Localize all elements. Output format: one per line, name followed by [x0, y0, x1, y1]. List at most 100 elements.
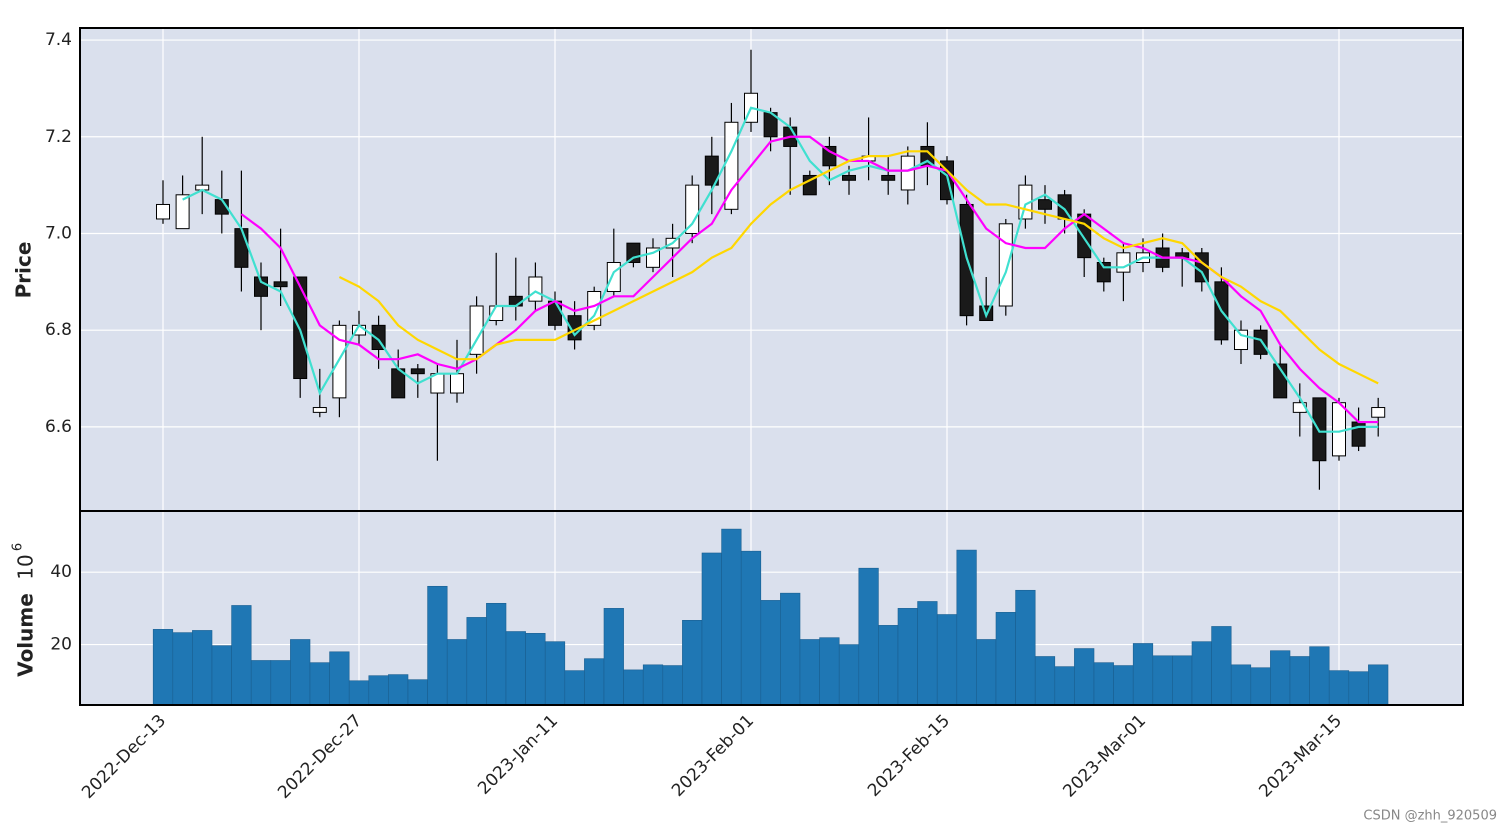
x-tick-label: 2023-Jan-11 [474, 711, 562, 799]
candle-body [1038, 199, 1052, 210]
candle-body [508, 295, 523, 307]
candle-body [626, 242, 641, 263]
volume-bar [995, 612, 1016, 706]
candle-body [156, 203, 170, 220]
candle-body [704, 155, 719, 186]
volume-bar [1015, 589, 1036, 706]
candle-body [1077, 213, 1092, 259]
volume-bar [1034, 656, 1056, 706]
volume-bar [936, 614, 958, 706]
volume-bar [760, 600, 781, 706]
volume-bar [1191, 641, 1212, 706]
volume-bar [1074, 648, 1095, 706]
candle-body [548, 300, 562, 326]
volume-bar [368, 675, 389, 706]
volume-bar [525, 633, 546, 706]
candle-body [1312, 397, 1327, 462]
volume-bar [642, 664, 664, 706]
candle-body [1253, 329, 1268, 355]
volume-bar [388, 674, 409, 706]
x-tick-label: 2023-Feb-15 [864, 711, 954, 801]
volume-bar [1211, 626, 1232, 706]
candle-body [234, 228, 249, 268]
volume-offset-base: 10 [14, 554, 38, 579]
moving-average-line [338, 150, 1379, 385]
volume-bar [211, 645, 232, 706]
candle-body [606, 261, 621, 292]
volume-bar [152, 629, 174, 706]
candle-body [1234, 329, 1248, 351]
candle-body [1371, 407, 1386, 418]
volume-bar [1113, 665, 1134, 706]
x-tick-label: 2023-Feb-01 [668, 711, 758, 801]
volume-bar [348, 680, 370, 706]
volume-bar [466, 617, 487, 706]
volume-bar [172, 632, 193, 706]
volume-bar [1368, 664, 1389, 706]
price-panel [80, 28, 1463, 511]
candle-body [802, 174, 817, 196]
volume-bar [270, 660, 291, 706]
volume-bar [192, 630, 213, 706]
volume-bar [1230, 664, 1252, 706]
candle-body [1116, 252, 1131, 273]
candle-body [410, 368, 425, 375]
volume-bar [662, 665, 683, 706]
watermark: CSDN @zhh_920509 [1363, 809, 1497, 824]
volume-bar [584, 658, 605, 706]
volume-bar [1289, 656, 1310, 706]
candle-body [881, 174, 896, 181]
volume-bar [878, 625, 899, 706]
volume-bar [1152, 655, 1173, 706]
volume-bar [486, 602, 507, 706]
volume-bar [1172, 655, 1193, 706]
volume-bar [917, 601, 938, 706]
y-tick-label: 7.4 [45, 30, 72, 50]
candle-body [1332, 402, 1346, 457]
x-tick-label: 2023-Mar-01 [1059, 711, 1150, 802]
volume-bar [329, 651, 350, 706]
volume-bar [799, 639, 820, 706]
volume-bar [1270, 650, 1291, 706]
y-tick-label: 7.2 [45, 127, 72, 147]
volume-frame [79, 510, 1464, 706]
y-tick-label: 7.0 [45, 223, 72, 243]
volume-bar [446, 639, 468, 706]
volume-bar [427, 585, 448, 706]
volume-bar [1054, 666, 1075, 706]
volume-bar [976, 639, 997, 706]
candle-body [1351, 421, 1366, 447]
candle-body [312, 407, 327, 413]
volume-bar [858, 567, 879, 706]
volume-bar [544, 641, 566, 706]
x-tick-label: 2022-Dec-13 [78, 711, 170, 803]
x-tick-label: 2023-Mar-15 [1255, 711, 1346, 802]
volume-bar [819, 637, 840, 706]
candle-body [685, 184, 700, 234]
candle-body [332, 324, 347, 399]
volume-bar [290, 639, 311, 706]
volume-bar [1348, 671, 1369, 706]
y-tick-label: 6.6 [45, 417, 72, 437]
candle-body [842, 174, 856, 181]
volume-bar [1328, 670, 1350, 706]
y-tick-label: 40 [50, 562, 72, 582]
volume-bar [623, 669, 644, 706]
volume-bar [682, 620, 703, 706]
volume-bar [721, 528, 742, 706]
candle-body [822, 145, 837, 167]
volume-bar [956, 549, 977, 706]
volume-bar [1250, 667, 1271, 706]
candle-body [528, 276, 543, 302]
candle-body [273, 281, 288, 288]
candle-body [175, 194, 190, 230]
x-tick-label: 2022-Dec-27 [274, 711, 366, 803]
volume-bar [309, 662, 330, 706]
volume-bar [838, 644, 860, 706]
volume-bar [780, 592, 801, 706]
volume-bar [231, 605, 252, 706]
y-tick-label: 6.8 [45, 320, 72, 340]
candle-body [254, 276, 268, 297]
volume-bar [505, 631, 526, 706]
